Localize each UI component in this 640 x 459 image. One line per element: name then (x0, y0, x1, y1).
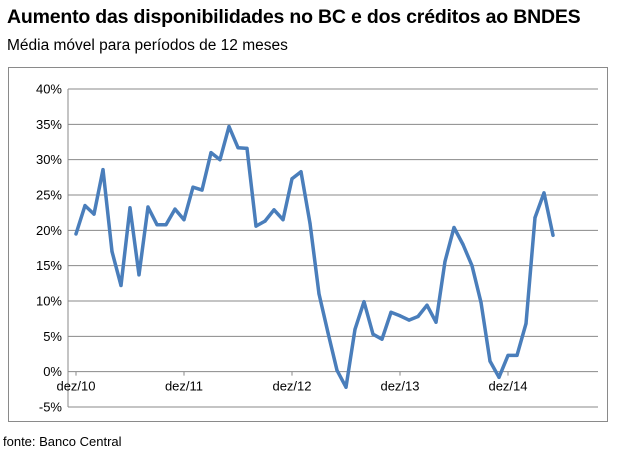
y-tick-label: 20% (36, 223, 62, 238)
data-point (236, 146, 240, 150)
data-point (389, 310, 393, 314)
data-point (191, 185, 195, 189)
data-point (479, 300, 483, 305)
data-point (110, 249, 114, 254)
data-point (542, 191, 546, 195)
chart-title: Aumento das disponibilidades no BC e dos… (7, 6, 581, 28)
data-point (452, 225, 456, 230)
data-point (209, 151, 213, 155)
data-point (551, 233, 555, 237)
x-tick-label: dez/10 (56, 379, 95, 394)
source-note: fonte: Banco Central (3, 434, 122, 449)
data-point (380, 337, 384, 341)
data-point (101, 167, 105, 172)
series-line (74, 124, 555, 389)
chart-subtitle: Média móvel para períodos de 12 meses (7, 37, 288, 54)
data-point (515, 353, 519, 358)
data-point (335, 368, 339, 372)
data-point (200, 188, 204, 192)
y-tick-label: 5% (43, 329, 62, 344)
data-point (74, 232, 78, 236)
data-point (173, 207, 177, 211)
y-tick-label: 0% (43, 364, 62, 379)
y-tick-label: 15% (36, 258, 62, 273)
data-point (533, 216, 537, 220)
y-tick-label: -5% (39, 400, 63, 415)
data-point (470, 264, 474, 268)
data-point (245, 146, 249, 150)
data-point (146, 205, 150, 209)
x-tick-label: dez/14 (488, 379, 527, 394)
data-point (308, 221, 312, 225)
data-point (281, 218, 285, 222)
y-tick-label: 40% (36, 82, 62, 97)
y-tick-label: 10% (36, 294, 62, 309)
data-point (128, 206, 132, 210)
x-tick-label: dez/11 (165, 379, 203, 394)
y-tick-label: 25% (36, 188, 62, 203)
data-point (425, 303, 429, 307)
y-tick-label: 35% (36, 117, 62, 132)
x-tick-label: dez/12 (272, 379, 311, 394)
y-tick-label: 30% (36, 152, 62, 167)
data-point (254, 224, 258, 228)
data-point (398, 314, 402, 318)
data-point (317, 292, 321, 296)
data-point (326, 331, 330, 335)
data-point (164, 223, 168, 227)
data-point (299, 170, 303, 174)
data-point (416, 314, 420, 319)
data-point (443, 259, 447, 264)
data-point (263, 219, 267, 223)
data-point (218, 158, 222, 162)
data-point (290, 177, 294, 181)
data-point (461, 242, 465, 247)
data-point (272, 208, 276, 212)
data-point (119, 283, 123, 288)
data-point (506, 353, 510, 358)
data-point (371, 332, 375, 336)
data-point (137, 273, 141, 277)
data-point (344, 385, 348, 389)
data-point (92, 212, 96, 216)
data-point (182, 218, 186, 222)
data-point (488, 359, 492, 363)
data-point (227, 124, 231, 129)
x-tick-label: dez/13 (380, 379, 419, 394)
data-point (362, 300, 366, 304)
data-point (524, 322, 528, 326)
data-point (83, 204, 87, 208)
data-point (434, 320, 438, 324)
data-point (407, 318, 411, 322)
data-point (353, 327, 357, 331)
chart-frame (8, 67, 608, 422)
data-point (155, 223, 159, 227)
data-point (497, 375, 501, 379)
